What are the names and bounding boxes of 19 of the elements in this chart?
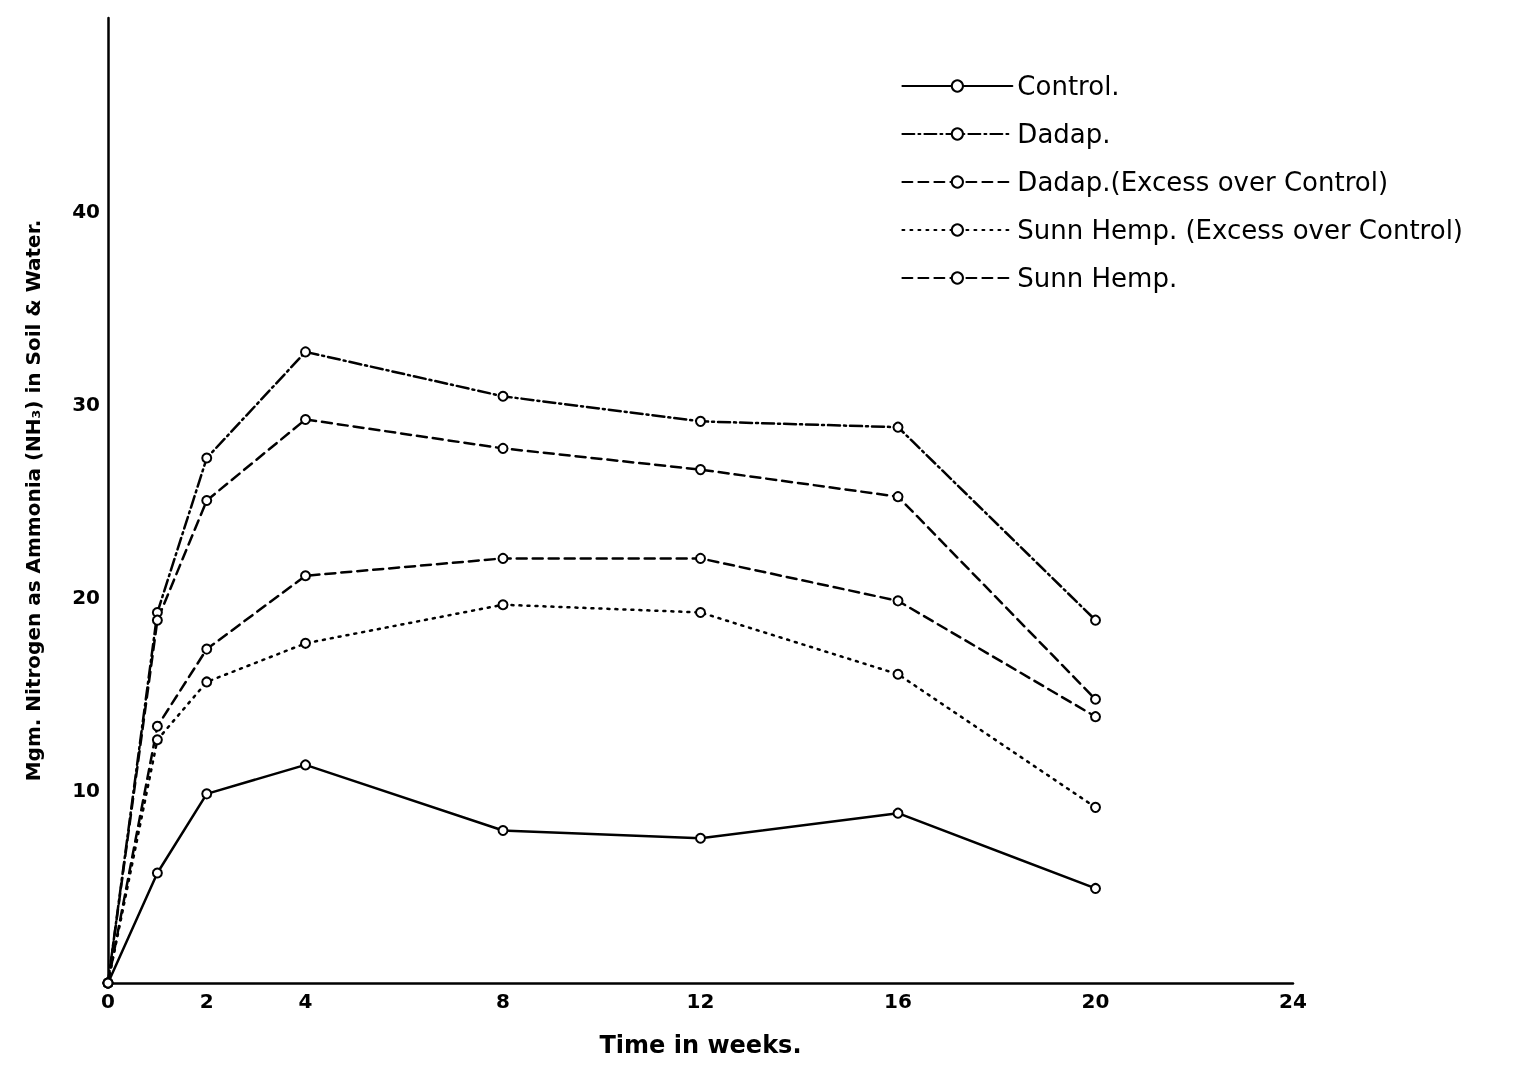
y-tick-label: 10 (72, 778, 100, 802)
legend-label: Dadap.(Excess over Control) (1017, 167, 1389, 197)
y-tick-label: 30 (72, 392, 100, 416)
legend-label: Control. (1017, 71, 1120, 101)
y-tick-label: 20 (72, 585, 100, 609)
y-axis-title: Mgm. Nitrogen as Ammonia (NH₃) in Soil & Water. (21, 219, 45, 782)
legend-label: Dadap. (1017, 119, 1111, 149)
x-tick-label: 16 (884, 989, 912, 1013)
y-tick-label: 40 (72, 199, 100, 223)
legend-label: Sunn Hemp. (1017, 263, 1178, 293)
x-axis-title: Time in weeks. (599, 1031, 802, 1059)
x-tick-label: 24 (1279, 989, 1307, 1013)
x-tick-label: 8 (496, 989, 510, 1013)
legend-label: Sunn Hemp. (Excess over Control) (1017, 215, 1464, 245)
x-tick-label: 0 (101, 989, 115, 1013)
x-tick-label: 4 (298, 989, 313, 1013)
x-tick-label: 2 (199, 989, 214, 1013)
x-tick-label: 20 (1081, 989, 1110, 1013)
x-tick-label: 12 (686, 989, 715, 1013)
